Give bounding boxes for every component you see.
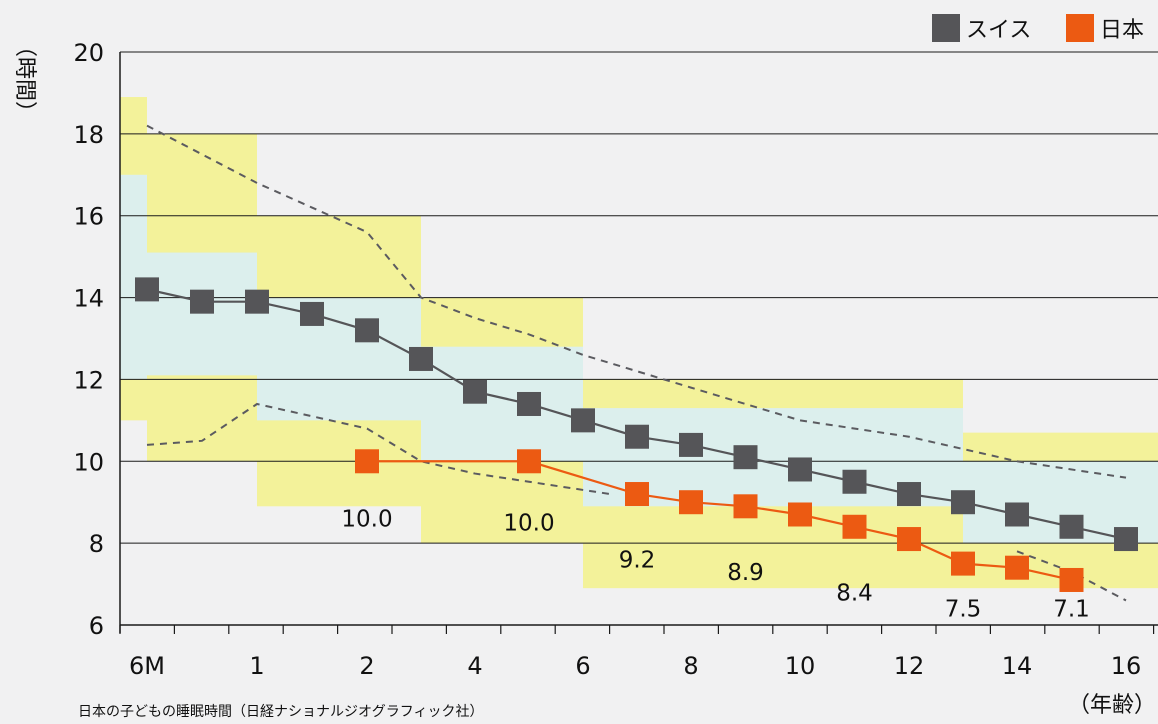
range-band-inner-3: [421, 347, 583, 462]
data-point-swiss-3: [300, 302, 324, 326]
data-point-swiss-4: [355, 318, 379, 342]
data-point-japan-0: [355, 449, 379, 473]
y-tick-label-20: 20: [73, 39, 104, 67]
x-tick-label-10: 10: [785, 652, 816, 680]
y-tick-label-12: 12: [73, 366, 104, 394]
data-point-swiss-14: [897, 482, 921, 506]
data-point-japan-2: [625, 482, 649, 506]
x-tick-label-4: 4: [467, 652, 482, 680]
data-point-japan-6: [843, 515, 867, 539]
data-point-swiss-7: [517, 392, 541, 416]
data-point-japan-9: [1005, 556, 1029, 580]
range-band-inner-1: [147, 253, 257, 376]
legend-label-japan: 日本: [1100, 18, 1144, 43]
y-tick-label-16: 16: [73, 203, 104, 231]
data-label-0: 10.0: [341, 507, 392, 533]
data-point-swiss-0: [135, 277, 159, 301]
data-point-swiss-5: [409, 347, 433, 371]
data-point-swiss-6: [463, 380, 487, 404]
y-tick-label-18: 18: [73, 121, 104, 149]
y-tick-label-6: 6: [89, 612, 104, 640]
y-tick-label-14: 14: [73, 285, 104, 313]
data-point-swiss-12: [788, 457, 812, 481]
x-tick-label-16: 16: [1111, 652, 1142, 680]
data-point-swiss-17: [1060, 515, 1084, 539]
data-label-3: 8.9: [727, 560, 764, 586]
legend-swatch-swiss: [932, 14, 960, 42]
data-point-japan-8: [951, 552, 975, 576]
y-axis-label: （時間）: [12, 35, 37, 123]
range-band-inner-0: [120, 175, 147, 380]
legend-label-swiss: スイス: [966, 18, 1031, 43]
data-label-6: 7.1: [1053, 597, 1090, 623]
data-point-japan-5: [788, 502, 812, 526]
range-band-inner-2: [257, 298, 421, 421]
data-point-japan-1: [517, 449, 541, 473]
legend-swatch-japan: [1066, 14, 1094, 42]
data-point-japan-3: [679, 490, 703, 514]
data-point-swiss-15: [951, 490, 975, 514]
data-point-swiss-1: [190, 290, 214, 314]
x-tick-label-14: 14: [1002, 652, 1033, 680]
data-point-swiss-18: [1114, 527, 1138, 551]
data-point-swiss-10: [679, 433, 703, 457]
x-tick-label-2: 2: [359, 652, 374, 680]
data-point-japan-7: [897, 527, 921, 551]
y-tick-label-8: 8: [89, 530, 104, 558]
data-point-swiss-16: [1005, 502, 1029, 526]
data-label-5: 7.5: [945, 597, 982, 623]
data-point-japan-4: [734, 494, 758, 518]
data-point-swiss-11: [734, 445, 758, 469]
data-label-4: 8.4: [836, 580, 873, 606]
x-tick-label-8: 8: [683, 652, 698, 680]
y-tick-label-10: 10: [73, 448, 104, 476]
x-axis-label: （年齢）: [1068, 693, 1156, 718]
x-tick-label-6: 6: [575, 652, 590, 680]
data-point-swiss-13: [843, 470, 867, 494]
data-label-2: 9.2: [619, 548, 656, 574]
source-note: 日本の子どもの睡眠時間（日経ナショナルジオグラフィック社）: [78, 704, 483, 720]
range-bands: [120, 97, 1158, 588]
legend: スイス 日本: [932, 14, 1144, 43]
x-tick-label-6M: 6M: [129, 652, 165, 680]
data-point-swiss-2: [245, 290, 269, 314]
x-tick-label-12: 12: [894, 652, 925, 680]
data-point-japan-10: [1060, 568, 1084, 592]
data-point-swiss-9: [625, 425, 649, 449]
data-point-swiss-8: [571, 408, 595, 432]
data-label-1: 10.0: [503, 511, 554, 537]
x-tick-label-1: 1: [249, 652, 264, 680]
